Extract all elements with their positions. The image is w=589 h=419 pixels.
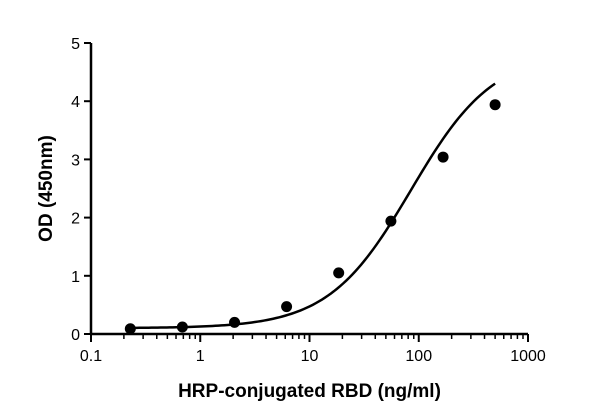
data-points	[124, 99, 501, 335]
data-point	[176, 321, 188, 333]
x-tick-label: 100	[405, 348, 432, 365]
y-tick-label: 1	[71, 269, 80, 286]
x-ticks: 0.1 1 10 100 1000	[80, 334, 546, 365]
y-tick-label: 4	[71, 94, 80, 111]
axes	[89, 43, 528, 336]
data-point	[385, 215, 397, 227]
y-ticks: 0 1 2 3 4 5	[71, 36, 91, 344]
y-tick-label: 3	[71, 152, 80, 169]
data-point	[333, 267, 345, 279]
y-tick-label: 0	[71, 327, 80, 344]
fit-curve	[130, 82, 496, 330]
y-axis-title: OD (450nm)	[36, 135, 57, 242]
y-tick-label: 2	[71, 211, 80, 228]
x-tick-label: 1000	[510, 348, 546, 365]
data-point	[229, 316, 241, 328]
data-point	[489, 99, 501, 111]
data-point	[124, 323, 136, 335]
x-tick-label: 10	[301, 348, 319, 365]
x-tick-label: 0.1	[80, 348, 102, 365]
data-point	[437, 151, 449, 163]
data-point	[281, 301, 293, 313]
y-tick-label: 5	[71, 36, 80, 53]
x-tick-label: 1	[196, 348, 205, 365]
x-axis-title: HRP-conjugated RBD (ng/ml)	[178, 381, 441, 402]
